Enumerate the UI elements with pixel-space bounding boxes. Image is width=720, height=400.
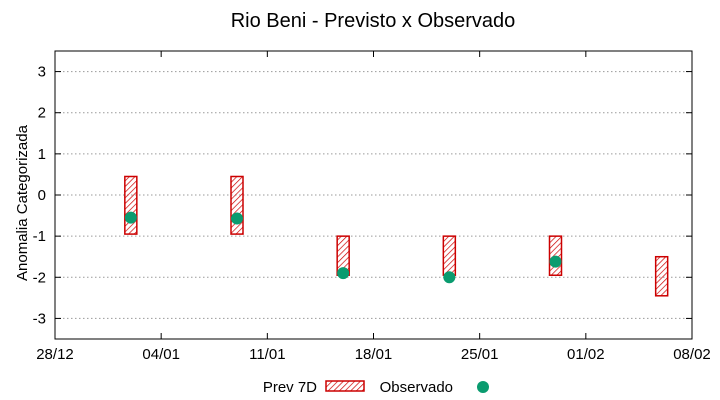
y-tick-label: 1	[38, 146, 46, 163]
x-tick-label: 08/02	[673, 346, 711, 363]
y-tick-label: -3	[33, 310, 46, 327]
plot-area	[124, 175, 669, 297]
observed-point	[337, 267, 350, 280]
observed-point	[443, 271, 456, 284]
y-tick-label: 2	[38, 105, 46, 122]
chart-title: Rio Beni - Previsto x Observado	[231, 10, 516, 32]
observed-point	[549, 255, 562, 268]
y-axis-label: Anomalia Categorizada	[14, 124, 31, 281]
observed-point	[124, 211, 137, 224]
axes: -3 -2 -1 0 1 2 3 28/12 04/01 11/01 18/01 25/01 01/02…	[33, 50, 711, 363]
x-tick-label: 01/02	[567, 346, 605, 363]
grid	[55, 71, 692, 319]
y-tick-label: 0	[38, 187, 46, 204]
y-tick-label: 3	[38, 64, 46, 81]
plot-frame	[54, 50, 693, 340]
legend-label-observado: Observado	[380, 379, 453, 396]
y-tick-label: -1	[33, 228, 46, 245]
legend-swatch-prev-7d	[325, 380, 365, 392]
x-tick-label: 28/12	[36, 346, 74, 363]
observed-point	[231, 212, 243, 225]
forecast-range-box	[230, 175, 244, 235]
forecast-range-box	[654, 255, 669, 297]
y-tick-label: -2	[33, 269, 46, 286]
x-tick-label: 11/01	[249, 346, 285, 363]
legend-marker-observado	[477, 381, 489, 393]
x-tick-label: 04/01	[142, 346, 180, 363]
x-tick-label: 25/01	[461, 346, 499, 363]
legend: Prev 7D Observado	[263, 379, 489, 396]
legend-label-prev-7d: Prev 7D	[263, 379, 317, 396]
forecast-range-box	[442, 235, 457, 276]
x-tick-label: 18/01	[355, 346, 393, 363]
forecast-range-box	[124, 175, 138, 235]
